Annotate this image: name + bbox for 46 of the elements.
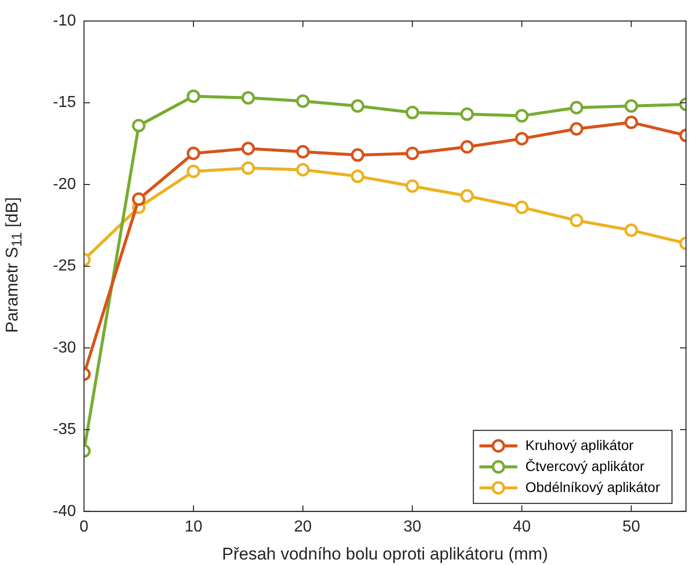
point xyxy=(296,145,310,159)
point xyxy=(570,100,584,114)
point xyxy=(296,163,310,177)
point xyxy=(460,107,474,121)
x-tick-label: 30 xyxy=(403,518,422,536)
point xyxy=(350,148,364,162)
point xyxy=(460,189,474,203)
x-tick-label: 10 xyxy=(184,518,202,536)
point xyxy=(624,223,638,237)
point xyxy=(186,164,200,178)
point xyxy=(296,94,310,108)
point xyxy=(186,89,200,103)
x-axis-title: Přesah vodního bolu oproti aplikátoru (mm) xyxy=(222,544,548,564)
legend-label: Obdélníkový aplikátor xyxy=(525,478,660,495)
point xyxy=(570,122,584,136)
y-tick-label: -20 xyxy=(52,176,76,193)
point xyxy=(515,200,529,214)
point xyxy=(241,161,255,175)
point xyxy=(624,116,638,130)
point xyxy=(570,214,584,228)
y-tick-label: -30 xyxy=(52,339,76,356)
point xyxy=(406,146,420,160)
point xyxy=(515,132,529,146)
x-tick-label: 20 xyxy=(294,518,312,536)
point xyxy=(406,179,420,193)
y-tick-label: -15 xyxy=(52,94,76,112)
point xyxy=(350,170,364,184)
legend-label: Čtvercový aplikátor xyxy=(525,458,645,474)
point xyxy=(186,146,200,160)
x-tick-label: 50 xyxy=(622,518,640,536)
point xyxy=(241,91,255,105)
y-tick-label: -40 xyxy=(52,502,76,520)
y-tick-label: -25 xyxy=(52,258,76,275)
legend-label: Kruhový aplikátor xyxy=(525,436,634,453)
point xyxy=(132,192,146,206)
point xyxy=(515,109,529,123)
point xyxy=(624,99,638,113)
point xyxy=(350,99,364,113)
x-tick-label: 40 xyxy=(512,518,531,536)
y-tick-label: -35 xyxy=(52,421,76,438)
point xyxy=(460,140,474,154)
point xyxy=(241,142,255,156)
x-tick-label: 0 xyxy=(80,518,89,536)
y-tick-label: -10 xyxy=(52,12,76,30)
point xyxy=(406,106,420,120)
point xyxy=(132,118,146,132)
